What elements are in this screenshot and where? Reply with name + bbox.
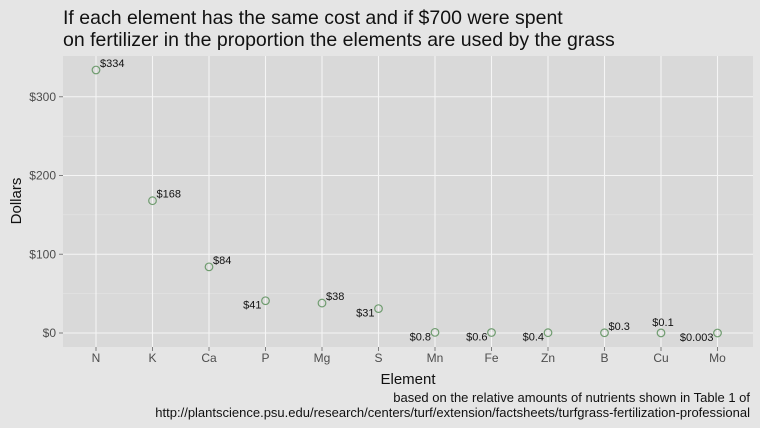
data-label: $41 [243,300,261,312]
y-tick-label: $100 [29,247,56,261]
y-axis-ticks: $0 $100 $200 $300 [29,90,63,340]
data-point [374,304,383,313]
data-point [261,296,270,306]
x-tick-label: N [92,351,101,365]
data-label: $0.8 [410,331,431,343]
chart-title-line-2: on fertilizer in the proportion the elem… [63,29,615,51]
data-label: $38 [326,291,344,303]
plot-panel [63,56,753,347]
data-point [600,328,609,338]
caption-line-1: based on the relative amounts of nutrien… [393,390,750,405]
data-label: $0.4 [523,332,544,344]
data-label: $31 [356,308,374,320]
data-label: $0.1 [652,317,673,329]
x-tick-label: Fe [484,351,498,365]
y-axis-title: Dollars [8,178,25,225]
data-label: $334 [100,58,124,70]
x-tick-label: Ca [201,351,217,365]
data-point [148,196,157,206]
data-label: $0.3 [609,321,630,333]
data-point [543,328,553,338]
caption-line-2: http://plantscience.psu.edu/research/cen… [155,405,750,420]
x-tick-label: B [600,351,608,365]
data-point [487,328,496,337]
data-label: $0.6 [466,332,487,344]
data-point [204,262,214,272]
data-point [317,298,327,308]
data-points [91,65,722,338]
x-tick-label: Mn [427,351,444,365]
x-tick-label: Cu [653,351,668,365]
y-tick-label: $300 [29,90,56,104]
minor-gridlines [63,135,753,294]
data-labels: $334 $168 $84 $41 $38 $31 $0.8 $0.6 $0.4 $0.3 $0.1… [100,58,714,344]
major-gridlines [63,56,753,347]
x-tick-label: P [261,351,269,365]
data-point [656,328,666,338]
data-point [91,65,101,75]
y-tick-label: $200 [29,169,56,183]
x-tick-label: Mg [314,351,331,365]
x-axis-ticks: N K Ca P Mg S Mn Fe Zn B Cu Mo [92,347,726,365]
chart-title-line-1: If each element has the same cost and if… [63,7,563,29]
data-label: $84 [213,255,231,267]
x-tick-label: K [148,351,156,365]
x-tick-label: S [374,351,382,365]
x-axis-title: Element [380,371,436,388]
data-point [430,327,440,337]
y-tick-label: $0 [43,326,57,340]
x-tick-label: Zn [541,351,555,365]
data-label: $0.003 [680,332,714,344]
x-tick-label: Mo [709,351,726,365]
data-point [713,328,722,338]
data-label: $168 [157,189,181,201]
